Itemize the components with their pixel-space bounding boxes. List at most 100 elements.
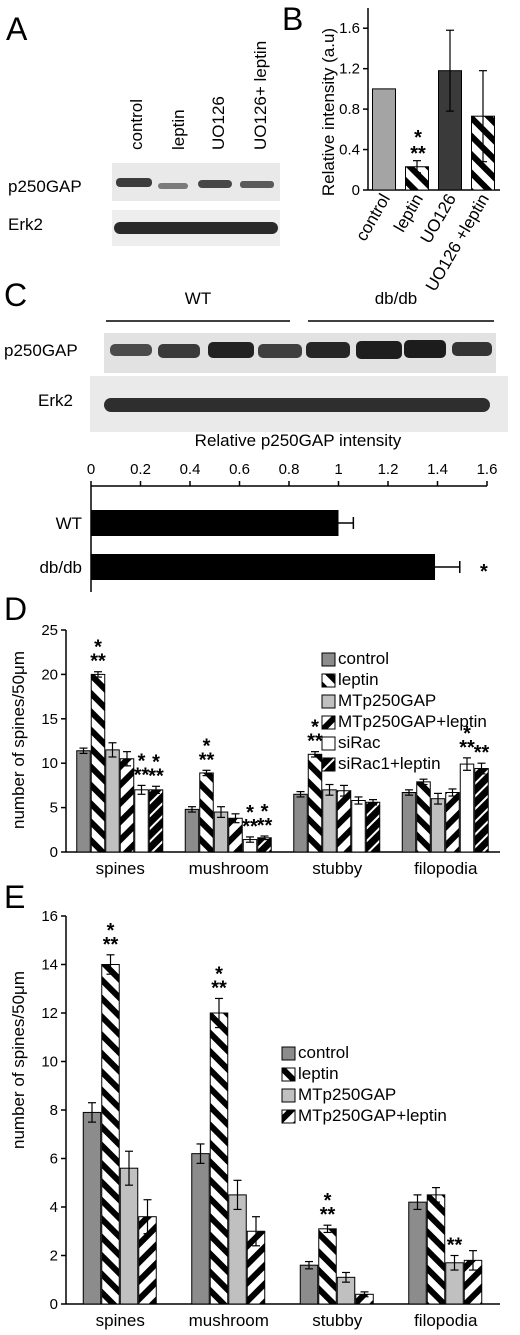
asterisk-label: ** [103,934,119,956]
y-axis-label: number of spines/50μm [9,651,28,829]
legend-swatch [281,1067,296,1082]
bar [336,790,352,853]
asterisk-label: * [463,723,471,745]
x-tick-label: 0.6 [229,461,250,478]
bar [474,768,489,853]
group-label-wt: WT [185,289,211,308]
category-label: filopodia [414,859,478,878]
asterisk-label: ** [307,731,323,753]
legend-label: MTp250GAP [338,691,436,710]
category-label: mushroom [189,859,269,878]
legend-label: siRac1+leptin [338,754,441,773]
bar [199,772,214,853]
y-tick-label: 16 [41,908,58,925]
y-tick-label: 8 [50,1102,58,1119]
category-label: stubby [312,1311,363,1330]
asterisk-label: ** [459,737,475,759]
asterisk-label: ** [134,764,150,786]
asterisk-label: * [138,750,146,772]
asterisk-label: ** [410,143,426,165]
lane-label: UO126 [209,96,228,150]
asterisk-label: ** [199,749,215,771]
bar [91,554,436,580]
bar [119,1167,139,1305]
y-tick-label: 2 [50,1248,58,1265]
bar [426,1194,446,1305]
bar [293,793,308,853]
blot-a-p250gap [112,163,280,201]
category-label: spines [96,1311,145,1330]
y-tick-label: 1.2 [339,61,360,78]
y-tick-label: 5 [50,800,58,817]
panel-letter-b: B [282,1,303,37]
y-axis-label: Relative intensity (a.u) [319,28,338,196]
y-tick-label: 20 [41,666,58,683]
y-tick-label: 0.4 [339,142,360,159]
category-label: db/db [39,558,82,577]
asterisk-label: ** [447,1235,463,1257]
y-tick-label: 1.6 [339,20,360,37]
legend-label: leptin [338,670,379,689]
x-tick-label: 1.2 [378,461,399,478]
bar [148,789,164,853]
bar [119,758,135,853]
asterisk-label: ** [320,1204,336,1226]
significance-marker: * ** [410,127,426,165]
y-tick-label: 0 [352,182,360,199]
y-tick-label: 6 [50,1151,58,1168]
bar [191,1153,210,1305]
legend-label: siRac [338,733,381,752]
bar [322,789,337,853]
x-tick-label: 1.4 [427,461,448,478]
legend-label: leptin [298,1064,339,1083]
y-tick-label: 10 [41,1054,58,1071]
bar [228,817,243,853]
y-tick-label: 25 [41,622,58,639]
x-tick-label: 0.4 [180,461,201,478]
y-tick-label: 12 [41,1005,58,1022]
asterisk-label: * [414,127,422,149]
asterisk-label: * [107,920,115,942]
legend-swatch [321,673,336,688]
legend-swatch [321,652,336,667]
legend-swatch [281,1109,296,1124]
asterisk-label: ** [474,742,490,764]
bar [430,798,446,853]
asterisk-label: * [261,801,269,823]
asterisk-label: ** [211,977,227,999]
category-label: spines [96,859,145,878]
panel-letter-c: C [4,277,27,313]
bar [351,799,366,853]
bar [105,749,120,853]
lane-label: UO126+ leptin [251,41,270,150]
asterisk-label: * [203,735,211,757]
y-tick-label: 10 [41,755,58,772]
blot-c-erk2 [90,376,508,432]
blot-row-label: Erk2 [8,215,43,234]
bar [408,1201,427,1305]
category-label: stubby [312,859,363,878]
legend-label: MTp250GAP [298,1085,396,1104]
panel-letter-d: D [4,591,27,627]
lane-label: leptin [169,109,188,150]
x-tick-label: 0.2 [130,461,151,478]
bar [76,750,91,853]
bar [459,763,475,853]
asterisk-label: * [215,963,223,985]
bar [213,811,229,853]
asterisk-label: * [480,561,488,583]
legend-swatch [281,1088,296,1103]
category-label: WT [56,514,82,533]
bar [299,1264,319,1305]
panel-b: B Relative intensity (a.u) 0 0.4 0.8 1.2 1.6… [282,1,500,295]
legend-swatch [321,736,336,751]
asterisk-label: * [94,637,102,659]
asterisk-label: * [311,717,319,739]
legend-label: MTp250GAP+leptin [298,1106,447,1125]
y-tick-label: 0 [50,1296,58,1313]
group-label-dbdb: db/db [375,289,418,308]
category-label: mushroom [189,1311,269,1330]
legend-label: control [298,1043,349,1062]
